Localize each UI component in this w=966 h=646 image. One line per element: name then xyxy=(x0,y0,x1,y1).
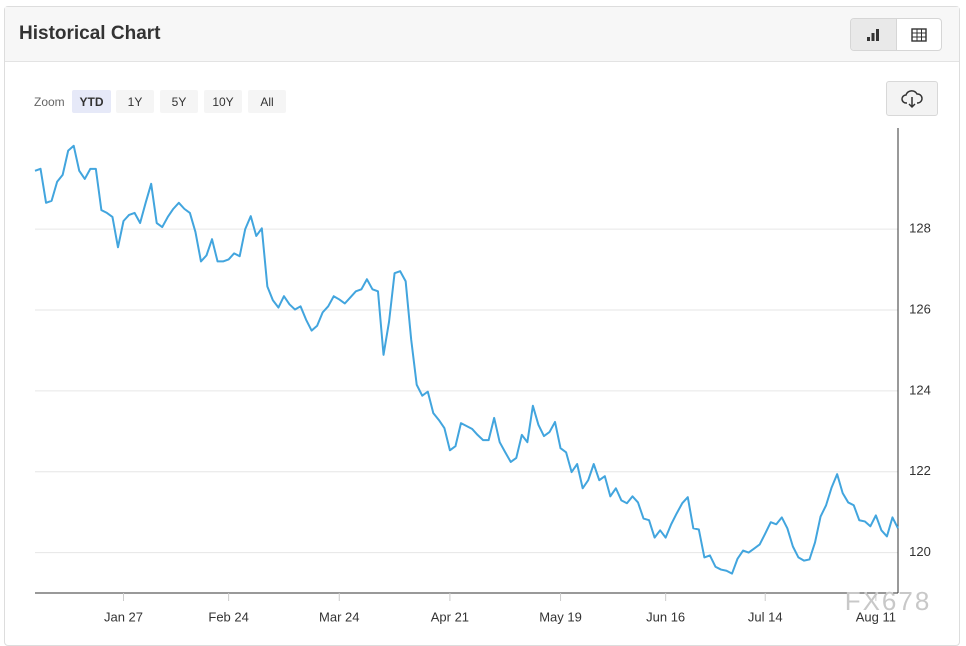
title: Historical Chart xyxy=(19,23,161,44)
download-icon xyxy=(901,89,923,108)
zoom-button[interactable]: YTD xyxy=(72,90,111,113)
zoom-button[interactable]: 10Y xyxy=(204,90,242,113)
bar-icon xyxy=(867,28,880,41)
view-switch xyxy=(850,18,942,51)
zoom-button[interactable]: 1Y xyxy=(116,90,154,113)
chart-view-button[interactable] xyxy=(851,19,897,50)
table-view-button[interactable] xyxy=(897,19,942,50)
zoom-button[interactable]: 5Y xyxy=(160,90,198,113)
card: Historical Chart xyxy=(4,6,960,646)
zoom-label: Zoom xyxy=(34,95,65,109)
header: Historical Chart xyxy=(5,7,959,62)
download-button[interactable] xyxy=(886,81,938,116)
table-icon xyxy=(911,27,927,42)
zoom-button[interactable]: All xyxy=(248,90,286,113)
